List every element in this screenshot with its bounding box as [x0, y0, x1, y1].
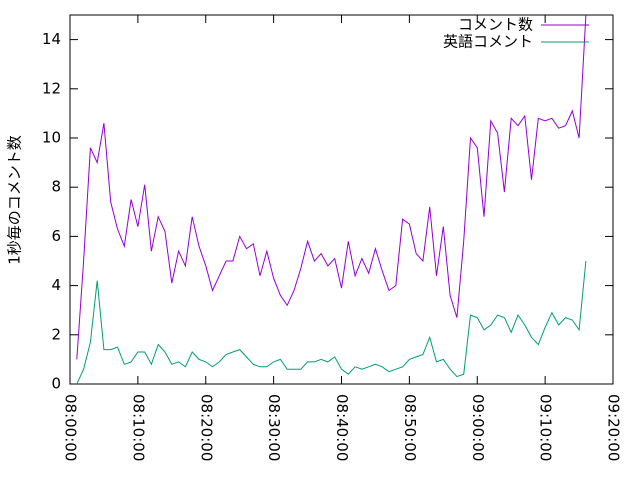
y-tick-label: 8	[51, 178, 61, 196]
x-tick-label: 08:20:00	[197, 394, 215, 461]
y-tick-label: 2	[51, 325, 61, 343]
x-tick-label: 08:30:00	[265, 394, 283, 461]
x-tick-label: 09:10:00	[537, 394, 555, 461]
y-tick-label: 6	[51, 227, 61, 245]
plot-border	[69, 14, 614, 385]
series-line	[76, 260, 587, 384]
series-line	[76, 15, 587, 360]
x-tick-label: 08:00:00	[62, 394, 80, 461]
x-tick-label: 09:00:00	[469, 394, 487, 461]
legend-label: 英語コメント	[443, 33, 533, 51]
y-axis-label: 1秒毎のコメント数	[6, 135, 24, 265]
y-tick-label: 14	[42, 30, 61, 48]
legend-label: コメント数	[458, 16, 533, 34]
x-tick-label: 08:10:00	[129, 394, 147, 461]
x-tick-label: 08:40:00	[333, 394, 351, 461]
y-tick-label: 12	[42, 79, 61, 97]
x-tick-label: 09:20:00	[605, 394, 623, 461]
y-tick-label: 0	[51, 375, 61, 393]
y-tick-label: 10	[42, 129, 61, 147]
x-tick-label: 08:50:00	[401, 394, 419, 461]
y-tick-label: 4	[51, 276, 61, 294]
